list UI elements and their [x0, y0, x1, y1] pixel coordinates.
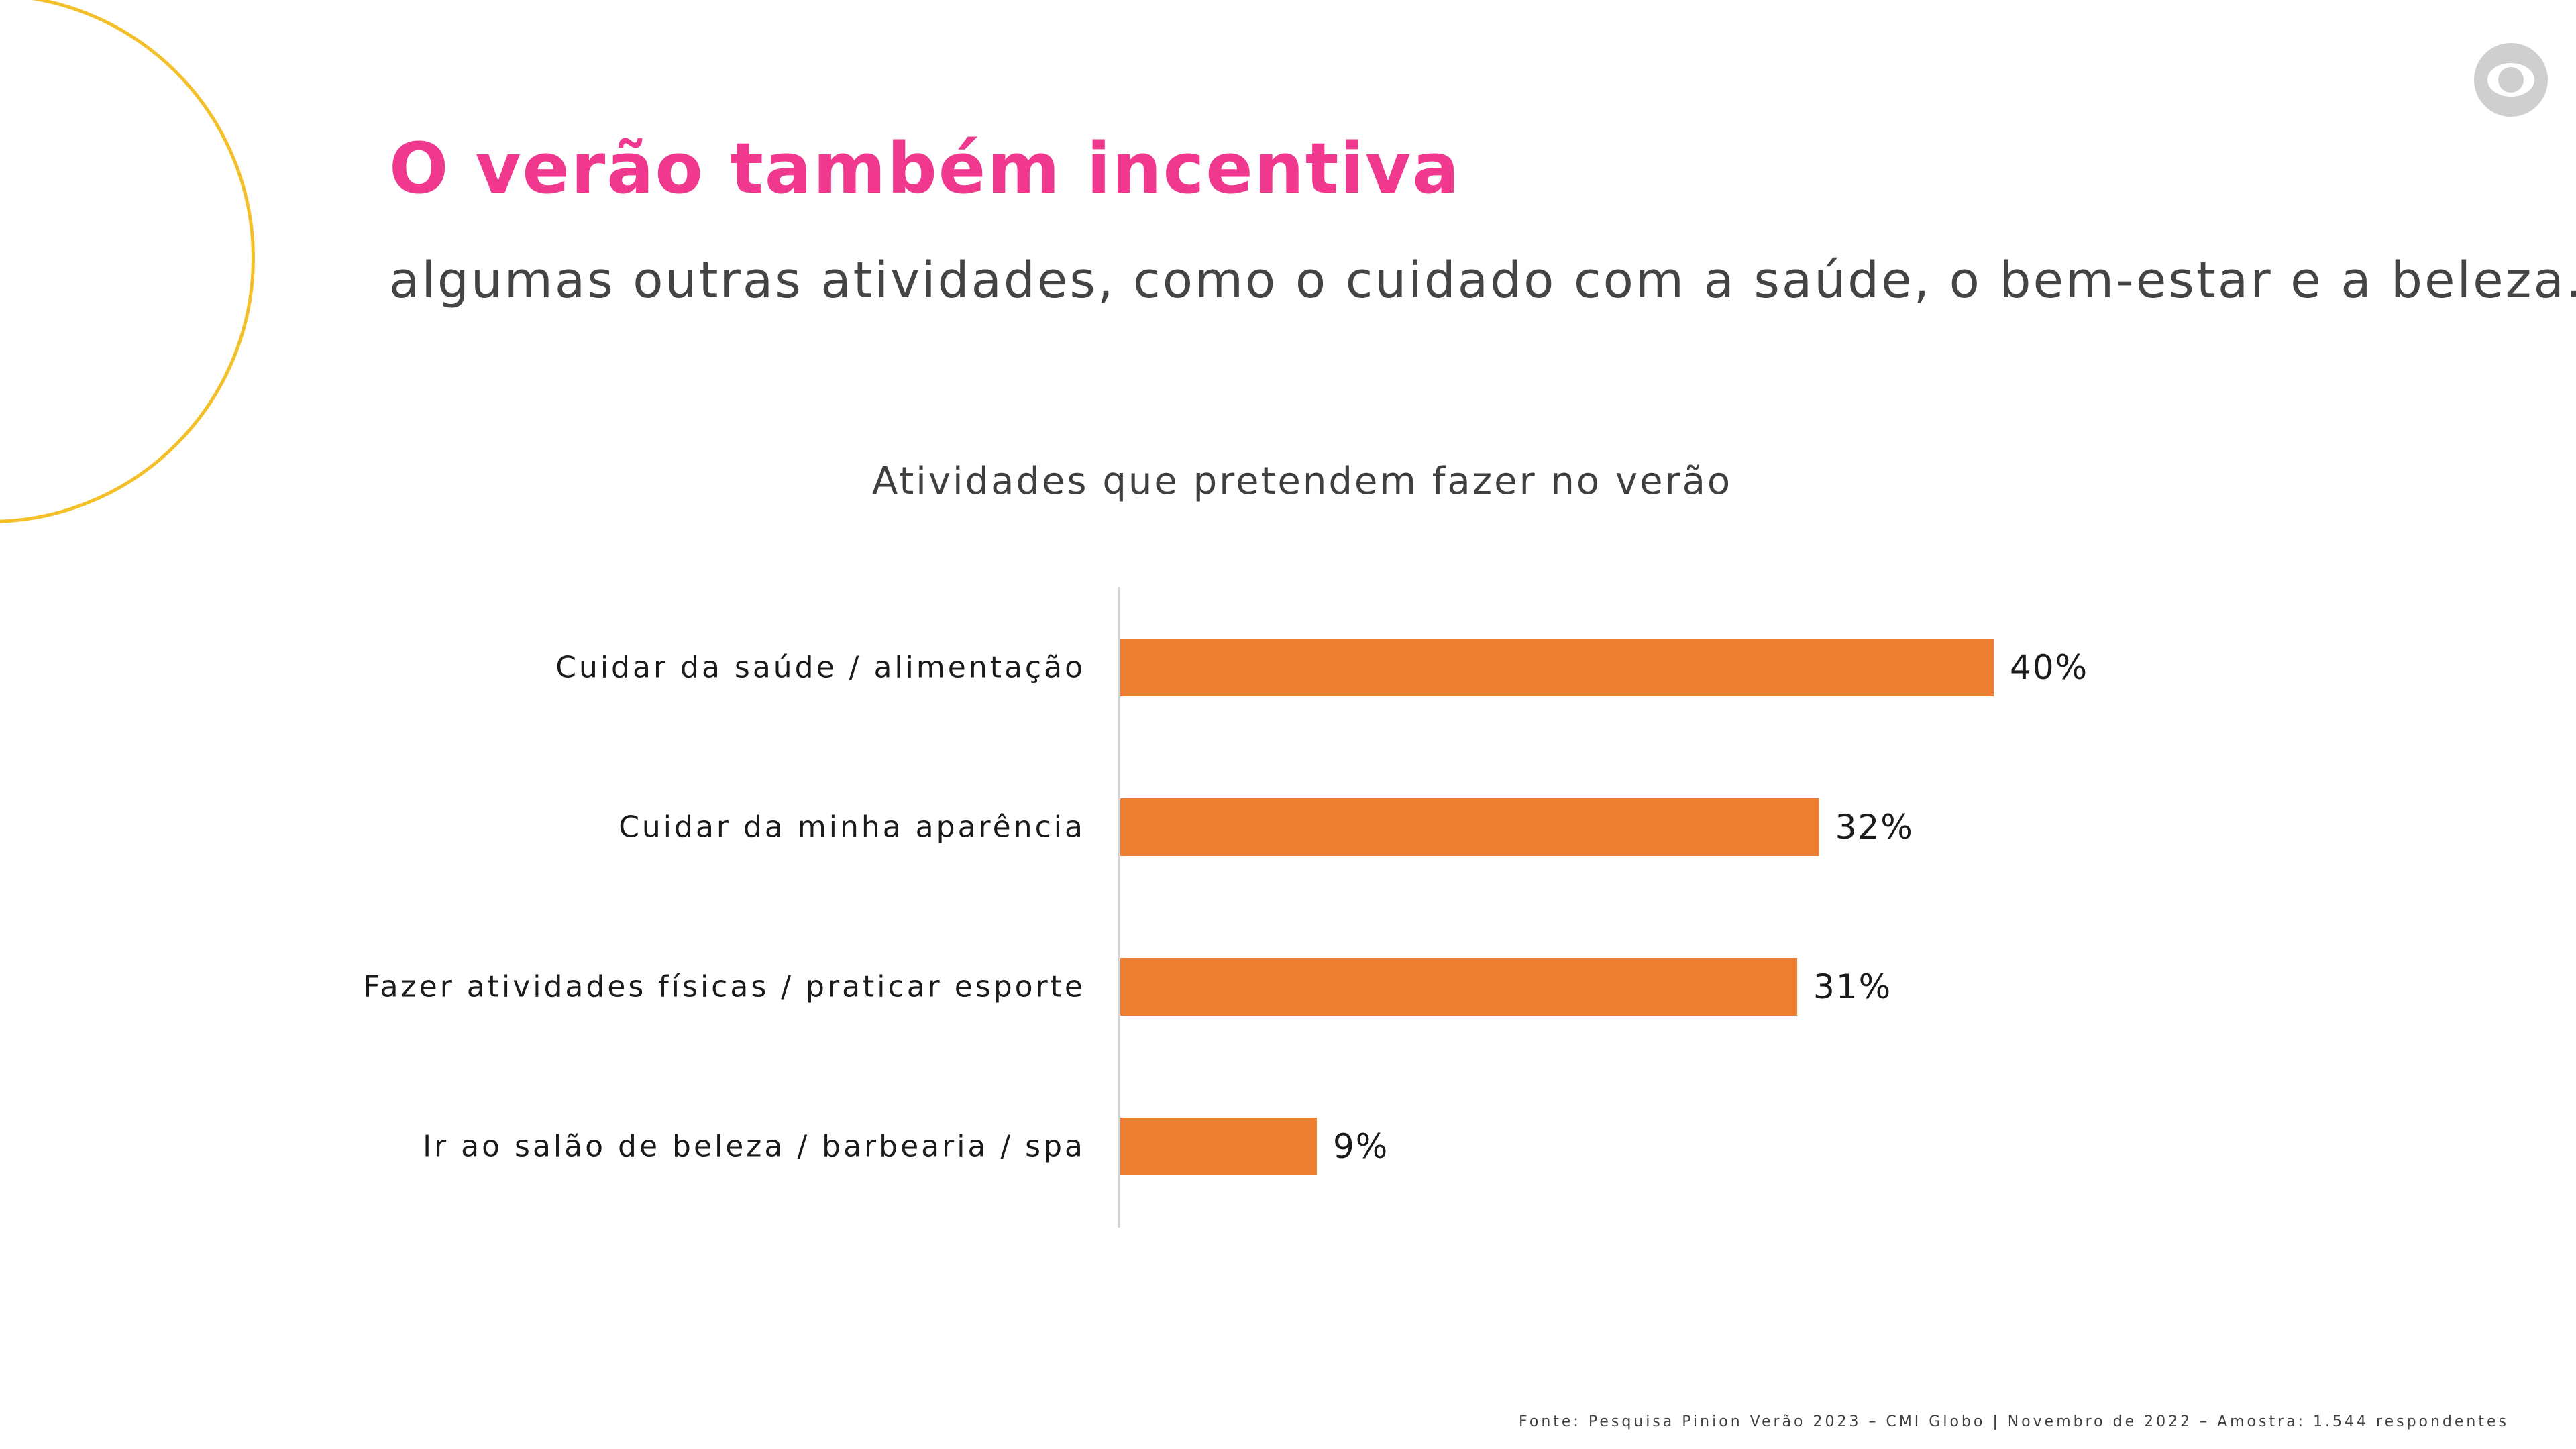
logo-dot	[2498, 67, 2524, 93]
category-label: Cuidar da saúde / alimentação	[555, 651, 1085, 685]
data-label: 40%	[2010, 648, 2088, 687]
category-label: Fazer atividades físicas / praticar espo…	[363, 970, 1085, 1004]
bar	[1120, 958, 1798, 1016]
category-label: Ir ao salão de beleza / barbearia / spa	[423, 1130, 1085, 1164]
globo-logo-icon	[2474, 43, 2548, 117]
bar	[1120, 798, 1819, 856]
category-label: Cuidar da minha aparência	[619, 810, 1085, 845]
bar	[1120, 639, 1994, 696]
data-label: 31%	[1813, 967, 1892, 1006]
page-title: O verão também incentiva	[389, 127, 1461, 209]
chart-title: Atividades que pretendem fazer no verão	[872, 460, 1733, 503]
source-footnote: Fonte: Pesquisa Pinion Verão 2023 – CMI …	[1519, 1413, 2509, 1430]
page-subtitle: algumas outras atividades, como o cuidad…	[389, 252, 2576, 309]
data-label: 9%	[1333, 1127, 1389, 1166]
data-label: 32%	[1835, 808, 1914, 847]
bar	[1120, 1118, 1317, 1175]
